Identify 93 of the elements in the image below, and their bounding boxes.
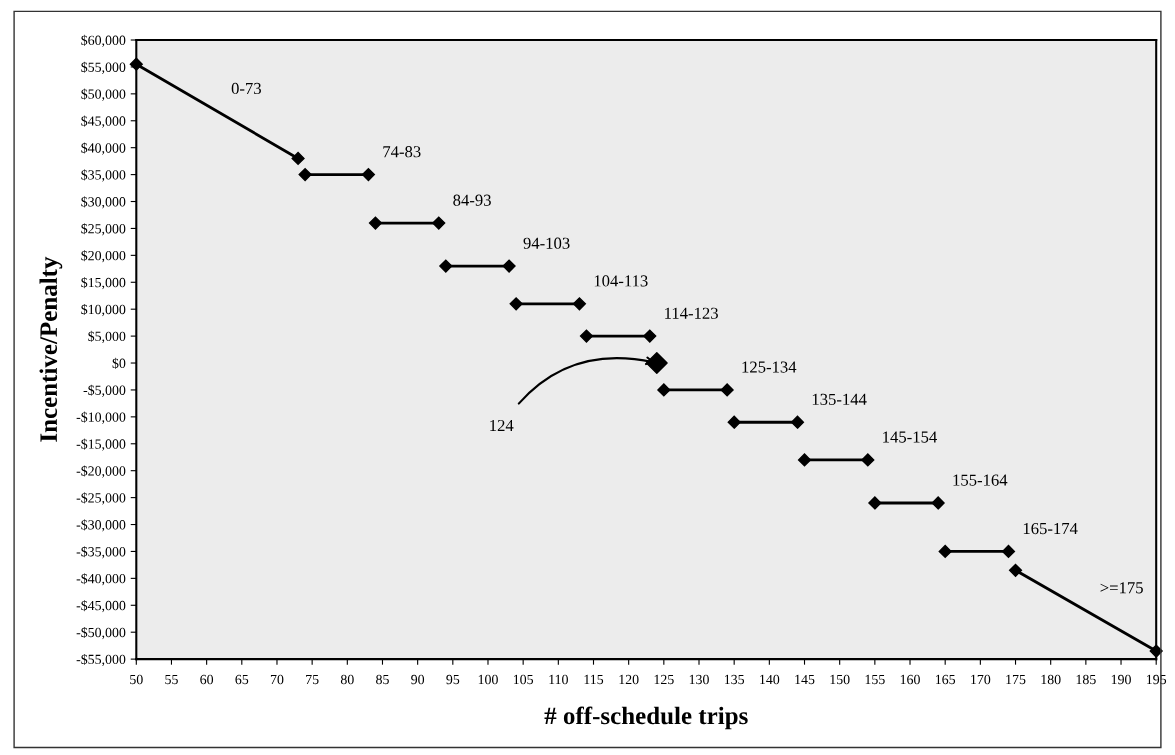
y-tick-label: -$40,000 bbox=[76, 573, 126, 586]
point bbox=[797, 453, 812, 467]
annotation: 124 bbox=[490, 419, 514, 431]
y-tick-label: -$15,000 bbox=[76, 438, 126, 451]
point bbox=[1008, 563, 1023, 577]
x-tick-label: 120 bbox=[619, 674, 639, 685]
x-tick-label: 140 bbox=[760, 674, 780, 685]
point bbox=[368, 216, 383, 230]
y-tick-label: $20,000 bbox=[81, 250, 126, 263]
x-tick-label: 90 bbox=[411, 674, 425, 685]
y-axis-title: Incentive/Penalty bbox=[39, 256, 63, 442]
point bbox=[1001, 544, 1016, 559]
point bbox=[129, 57, 143, 71]
point bbox=[579, 329, 594, 343]
point bbox=[861, 453, 875, 467]
x-tick-label: 115 bbox=[584, 674, 604, 685]
y-tick-label: -$5,000 bbox=[83, 384, 126, 397]
y-tick-label: $60,000 bbox=[81, 34, 126, 47]
y-tick-label: -$55,000 bbox=[76, 653, 126, 667]
point bbox=[291, 151, 305, 166]
point bbox=[298, 168, 312, 182]
annotation: 94-103 bbox=[523, 237, 570, 249]
point bbox=[1149, 644, 1163, 658]
annotation: 104-113 bbox=[594, 275, 648, 287]
y-tick-label: -$20,000 bbox=[76, 465, 126, 478]
annotation: 125-134 bbox=[742, 361, 797, 373]
y-tick-label: -$50,000 bbox=[76, 626, 126, 640]
x-tick-label: 165 bbox=[935, 674, 956, 685]
annotation: 74-83 bbox=[383, 146, 421, 158]
y-tick-label: $5,000 bbox=[88, 330, 126, 344]
annotation: 0-73 bbox=[231, 82, 261, 95]
x-tick-label: 55 bbox=[165, 674, 178, 685]
x-tick-label: 185 bbox=[1076, 674, 1096, 685]
point bbox=[432, 216, 446, 230]
point bbox=[938, 544, 952, 559]
point bbox=[645, 352, 668, 375]
point bbox=[720, 383, 734, 397]
point bbox=[509, 297, 523, 311]
point bbox=[657, 383, 671, 397]
point bbox=[931, 496, 945, 510]
point bbox=[572, 297, 587, 311]
x-axis-title: # off-schedule trips bbox=[544, 706, 748, 730]
x-tick-label: 180 bbox=[1041, 674, 1061, 685]
point bbox=[790, 415, 805, 429]
x-tick-label: 70 bbox=[270, 674, 284, 685]
y-tick-label: $50,000 bbox=[81, 88, 126, 101]
point bbox=[727, 415, 741, 429]
y-tick-label: $40,000 bbox=[81, 142, 126, 155]
annotation: 114-123 bbox=[665, 307, 718, 319]
x-tick-label: 130 bbox=[689, 674, 709, 685]
x-tick-label: 95 bbox=[446, 674, 460, 685]
y-tick-label: -$25,000 bbox=[76, 492, 126, 505]
x-tick-label: 65 bbox=[235, 674, 249, 685]
x-tick-label: 80 bbox=[340, 674, 354, 685]
x-tick-label: 50 bbox=[130, 674, 143, 685]
x-tick-label: 110 bbox=[549, 674, 568, 685]
point bbox=[361, 168, 376, 182]
x-tick-label: 175 bbox=[1006, 674, 1026, 685]
y-tick-label: -$45,000 bbox=[76, 600, 126, 613]
x-tick-label: 170 bbox=[971, 674, 991, 685]
point bbox=[502, 259, 516, 273]
y-tick-label: $25,000 bbox=[81, 223, 126, 236]
y-tick-label: -$30,000 bbox=[76, 519, 126, 532]
annotation: 145-154 bbox=[883, 431, 937, 443]
point bbox=[868, 496, 882, 510]
x-tick-label: 125 bbox=[654, 674, 674, 685]
x-tick-label: 155 bbox=[865, 674, 885, 685]
y-tick-label: $35,000 bbox=[81, 169, 126, 182]
x-tick-label: 85 bbox=[376, 674, 389, 685]
annotation: 135-144 bbox=[812, 393, 867, 405]
y-tick-label: $30,000 bbox=[81, 196, 126, 209]
y-tick-label: $10,000 bbox=[81, 303, 126, 317]
point bbox=[439, 259, 453, 273]
x-tick-label: 160 bbox=[900, 674, 920, 685]
x-tick-label: 105 bbox=[513, 674, 534, 685]
x-tick-label: 190 bbox=[1111, 674, 1131, 685]
annotation: 165-174 bbox=[1023, 522, 1078, 535]
x-tick-label: 135 bbox=[724, 674, 745, 685]
x-tick-label: 150 bbox=[830, 674, 850, 685]
x-tick-label: 75 bbox=[306, 674, 319, 685]
x-tick-label: 60 bbox=[200, 674, 214, 685]
x-tick-label: 100 bbox=[478, 674, 498, 685]
y-tick-label: $15,000 bbox=[81, 277, 126, 290]
annotation: >=175 bbox=[1100, 582, 1143, 594]
y-tick-label: $45,000 bbox=[81, 115, 126, 128]
annotation: 155-164 bbox=[953, 474, 1008, 486]
y-tick-label: -$35,000 bbox=[76, 546, 126, 559]
y-tick-label: -$10,000 bbox=[76, 411, 126, 424]
y-tick-label: $55,000 bbox=[81, 61, 126, 74]
point bbox=[643, 329, 657, 343]
y-tick-label: $0 bbox=[112, 357, 126, 369]
annotation: 84-93 bbox=[453, 194, 491, 206]
x-tick-label: 145 bbox=[795, 674, 815, 685]
